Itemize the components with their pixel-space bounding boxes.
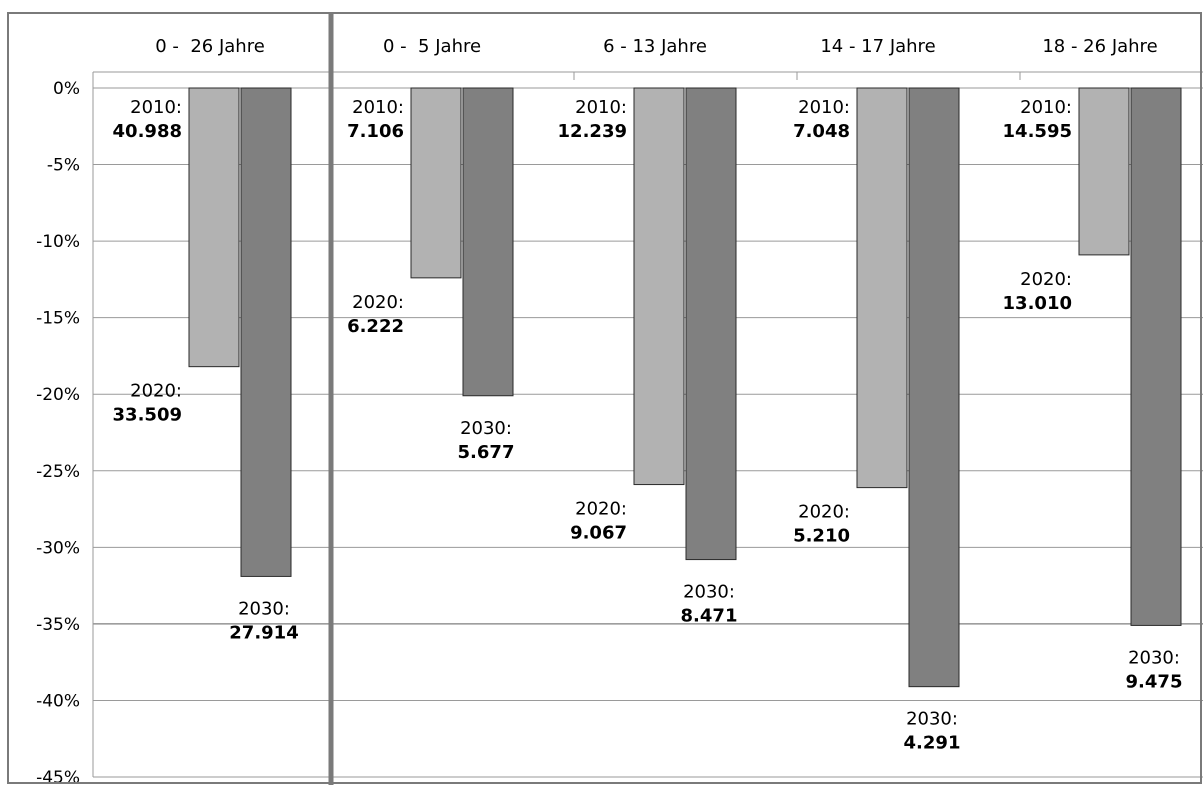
- label-2030-value: 9.475: [1126, 671, 1183, 692]
- label-2010-value: 12.239: [558, 121, 627, 142]
- label-2030-year: 2030:: [1128, 647, 1180, 668]
- category-label: 14 - 17 Jahre: [820, 36, 935, 57]
- label-2030-value: 8.471: [681, 606, 738, 627]
- label-2010-value: 7.048: [793, 121, 850, 142]
- label-2010-value: 14.595: [1003, 121, 1072, 142]
- bar-2020: [856, 87, 908, 489]
- label-2030-year: 2030:: [683, 582, 735, 603]
- category-label: 18 - 26 Jahre: [1042, 36, 1157, 57]
- label-2020-value: 6.222: [347, 316, 404, 337]
- label-2010-year: 2010:: [130, 97, 182, 118]
- y-tick-label: -30%: [36, 538, 80, 558]
- bar-2030: [240, 87, 292, 577]
- bar-2020: [410, 87, 462, 279]
- label-2020-value: 9.067: [570, 523, 627, 544]
- y-tick-label: -35%: [36, 615, 80, 635]
- bar-2030: [908, 87, 960, 688]
- label-2020-value: 5.210: [793, 526, 850, 547]
- category-label: 0 - 26 Jahre: [155, 36, 265, 57]
- label-2020-value: 33.509: [113, 405, 182, 426]
- category-label: 6 - 13 Jahre: [603, 36, 707, 57]
- label-2010-year: 2010:: [575, 97, 627, 118]
- label-2020-value: 13.010: [1003, 293, 1072, 314]
- label-2010-value: 7.106: [347, 121, 404, 142]
- x-axis-categories: 0 - 26 Jahre 0 - 5 Jahre 6 - 13 Jahre 14 - …: [155, 36, 1157, 57]
- bars: [188, 87, 1182, 688]
- label-2020-year: 2020:: [575, 499, 627, 520]
- bar-2020: [1078, 87, 1130, 256]
- label-2020-year: 2020:: [352, 292, 404, 313]
- y-axis-ticks: 0% -5% -10% -15% -20% -25% -30% -35% -40% -45%: [36, 79, 80, 785]
- chart-border: [7, 12, 1202, 785]
- label-2010-year: 2010:: [352, 97, 404, 118]
- y-tick-label: -25%: [36, 462, 80, 482]
- label-2030-year: 2030:: [460, 418, 512, 439]
- bar-2020: [633, 87, 685, 486]
- label-2010-value: 40.988: [113, 121, 182, 142]
- label-2010-year: 2010:: [798, 97, 850, 118]
- y-tick-label: -5%: [47, 156, 80, 176]
- label-2030-value: 27.914: [229, 622, 298, 643]
- y-tick-label: -15%: [36, 309, 80, 329]
- bar-2020: [188, 87, 240, 368]
- label-2030-year: 2030:: [238, 598, 290, 619]
- label-2030-value: 5.677: [458, 442, 515, 463]
- y-tick-label: -10%: [36, 232, 80, 252]
- bar-2030: [1130, 87, 1182, 626]
- y-tick-label: -20%: [36, 385, 80, 405]
- data-labels: 2010: 40.988 2020: 33.509 2030: 27.914 2010: 7.…: [113, 97, 1183, 754]
- label-2030-value: 4.291: [904, 733, 961, 754]
- outer-border: [7, 12, 1202, 784]
- y-tick-label: -40%: [36, 691, 80, 711]
- label-2020-year: 2020:: [130, 381, 182, 402]
- y-tick-label: -45%: [36, 768, 80, 785]
- bar-2030: [462, 87, 514, 397]
- y-tick-label: 0%: [53, 79, 80, 99]
- label-2030-year: 2030:: [906, 709, 958, 730]
- category-label: 0 - 5 Jahre: [383, 36, 481, 57]
- label-2010-year: 2010:: [1020, 97, 1072, 118]
- label-2020-year: 2020:: [798, 502, 850, 523]
- bar-2030: [685, 87, 737, 561]
- label-2020-year: 2020:: [1020, 269, 1072, 290]
